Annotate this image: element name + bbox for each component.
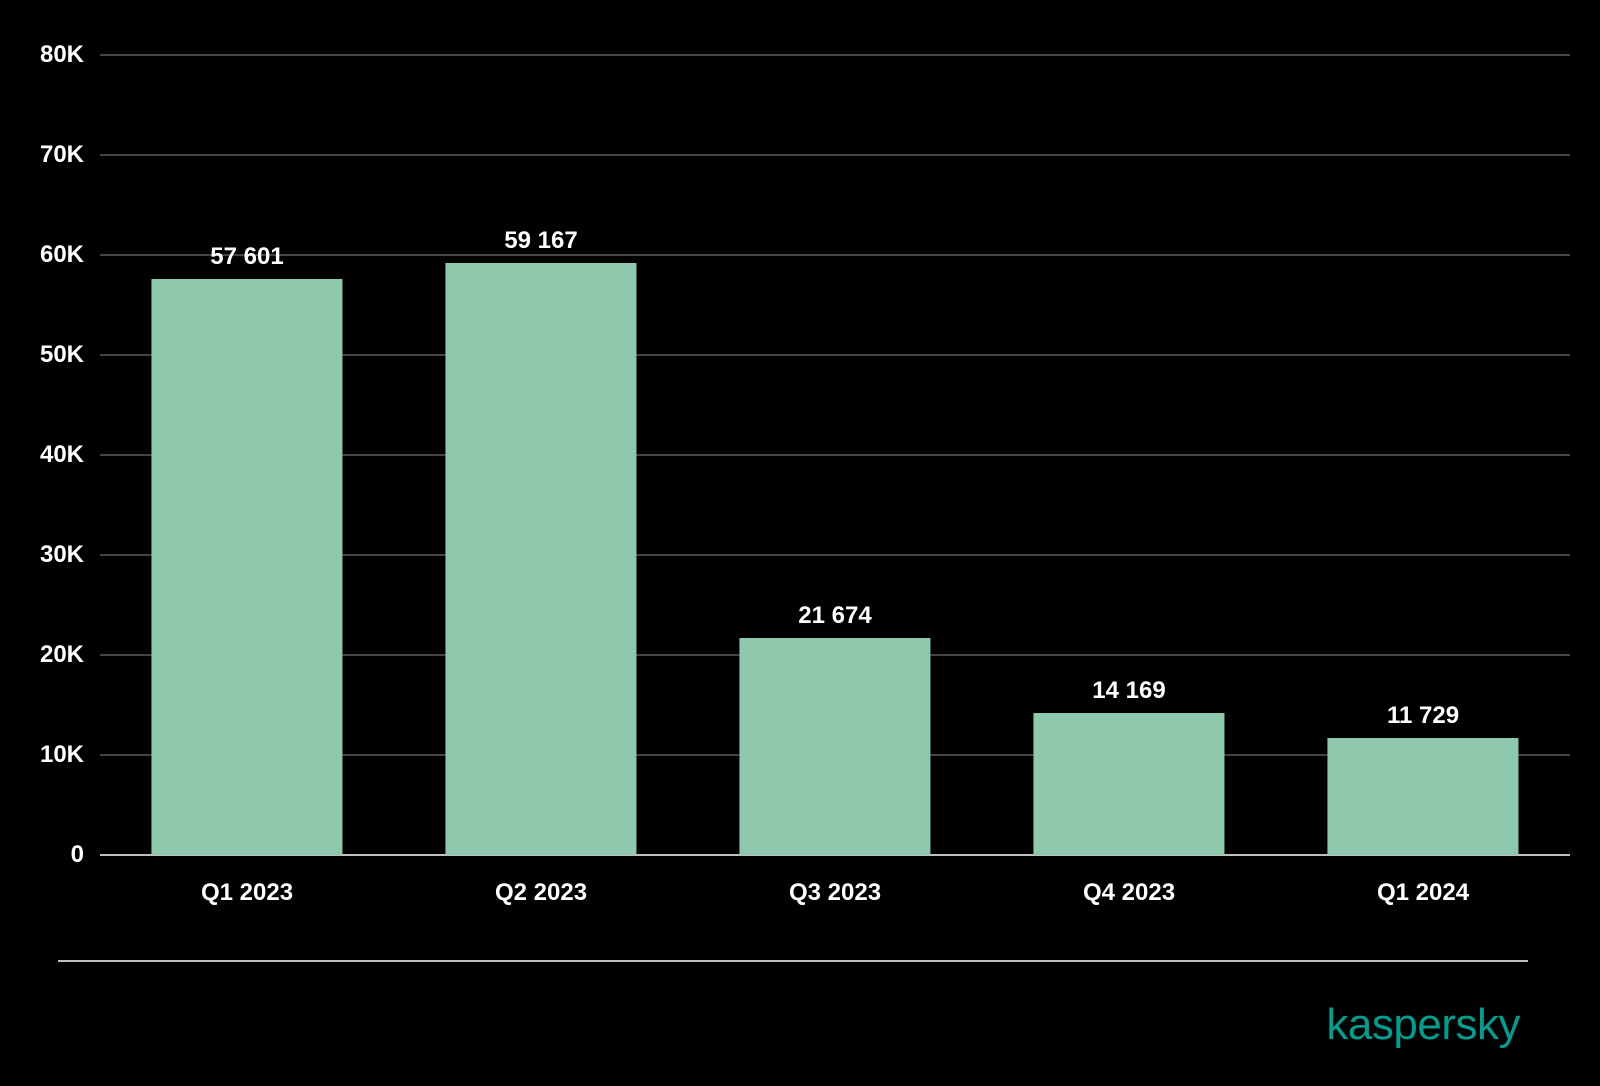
bar-value-label: 59 167	[504, 227, 577, 255]
bar: 59 167	[445, 263, 636, 855]
bar-slot: 21 674Q3 2023	[688, 55, 982, 855]
brand-logo: kaspersky	[1326, 1000, 1520, 1050]
y-axis-tick-label: 50K	[40, 341, 84, 369]
x-axis-tick-label: Q1 2023	[201, 879, 293, 907]
footer-divider	[58, 960, 1528, 962]
bar-chart: 010K20K30K40K50K60K70K80K 57 601Q1 20235…	[100, 55, 1570, 855]
y-axis-tick-label: 60K	[40, 241, 84, 269]
y-axis-tick-label: 10K	[40, 741, 84, 769]
bar: 11 729	[1327, 738, 1518, 855]
y-axis-tick-label: 20K	[40, 641, 84, 669]
bar: 21 674	[739, 638, 930, 855]
x-axis-tick-label: Q2 2023	[495, 879, 587, 907]
y-axis-tick-label: 30K	[40, 541, 84, 569]
bar: 14 169	[1033, 713, 1224, 855]
bar-slot: 14 169Q4 2023	[982, 55, 1276, 855]
bar-slot: 57 601Q1 2023	[100, 55, 394, 855]
x-axis-tick-label: Q4 2023	[1083, 879, 1175, 907]
bar-value-label: 57 601	[210, 243, 283, 271]
y-axis-tick-label: 70K	[40, 141, 84, 169]
x-axis-tick-label: Q3 2023	[789, 879, 881, 907]
x-axis-tick-label: Q1 2024	[1377, 879, 1469, 907]
y-axis-tick-label: 40K	[40, 441, 84, 469]
bar-value-label: 11 729	[1387, 702, 1459, 730]
bar: 57 601	[151, 279, 342, 855]
bar-slot: 11 729Q1 2024	[1276, 55, 1570, 855]
y-axis-tick-label: 80K	[40, 41, 84, 69]
bar-value-label: 21 674	[798, 602, 871, 630]
bar-slot: 59 167Q2 2023	[394, 55, 688, 855]
y-axis-tick-label: 0	[71, 841, 84, 869]
bar-value-label: 14 169	[1092, 677, 1165, 705]
